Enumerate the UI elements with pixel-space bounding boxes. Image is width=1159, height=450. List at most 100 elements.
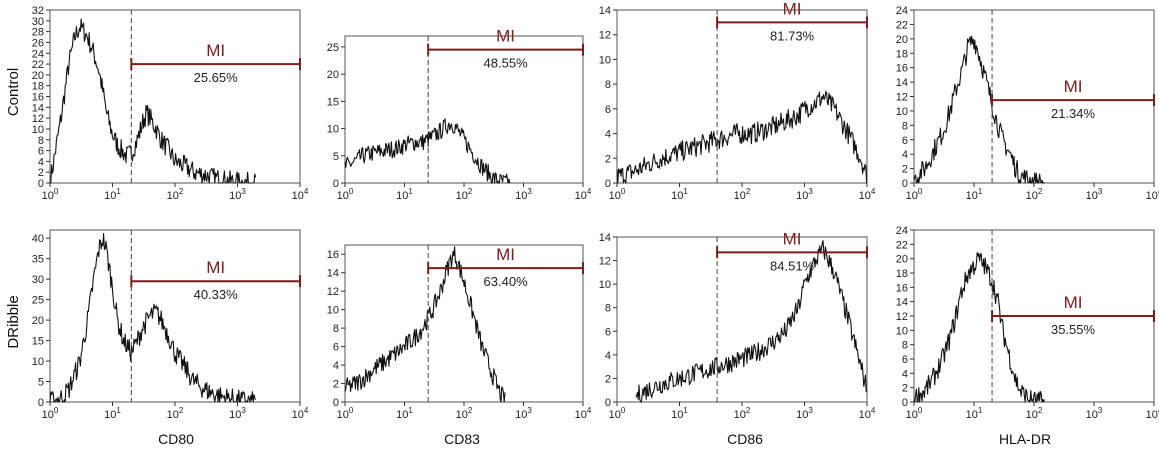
- panel-control-cd86: 0 2 4 6 8 10 12 14 100 101 102 103 104 MI 81.73%: [599, 0, 876, 202]
- y-tick-label: 0: [902, 178, 908, 190]
- column-label-cd80: CD80: [158, 431, 194, 447]
- x-tick-label: 100: [609, 187, 626, 202]
- mi-percent: 63.40%: [484, 274, 529, 289]
- y-tick-label: 0: [902, 397, 908, 409]
- y-tick-label: 12: [896, 311, 908, 323]
- panel-dribble-cd86: 0 2 4 6 8 10 12 14 100 101 102 103 104 MI 84.51%: [599, 229, 876, 421]
- mi-percent: 21.34%: [1051, 106, 1096, 121]
- y-tick-label: 14: [599, 5, 611, 17]
- x-tick-label: 103: [1086, 406, 1103, 421]
- mi-percent: 81.73%: [770, 28, 815, 43]
- mi-percent: 35.55%: [1051, 322, 1096, 337]
- y-tick-label: 10: [599, 279, 611, 291]
- x-tick-label: 102: [1026, 406, 1043, 421]
- mi-label: MI: [1064, 77, 1083, 96]
- y-tick-label: 10: [599, 54, 611, 66]
- y-tick-label: 4: [333, 360, 339, 372]
- mi-label: MI: [783, 0, 802, 18]
- x-tick-label: 101: [396, 187, 413, 202]
- column-label-cd83: CD83: [444, 431, 480, 447]
- y-tick-label: 0: [38, 178, 44, 190]
- y-tick-label: 6: [38, 146, 44, 158]
- plot-frame: [49, 229, 301, 403]
- y-tick-label: 10: [896, 325, 908, 337]
- y-tick-label: 6: [333, 342, 339, 354]
- y-tick-label: 14: [32, 102, 44, 114]
- y-tick-label: 14: [599, 232, 611, 244]
- y-tick-label: 0: [605, 178, 611, 190]
- y-tick-label: 24: [32, 48, 44, 60]
- x-tick-label: 100: [42, 187, 59, 202]
- histogram-trace: [616, 90, 868, 184]
- x-tick-label: 101: [104, 187, 121, 202]
- y-tick-label: 2: [902, 383, 908, 395]
- y-tick-label: 14: [896, 77, 908, 89]
- y-tick-label: 2: [333, 379, 339, 391]
- panel-control-cd83: 0 5 10 15 20 25 100 101 102 103 104 MI 48.55%: [327, 27, 592, 202]
- y-tick-label: 20: [32, 315, 44, 327]
- panel-control-hla-dr: 024681012141618202224100101102103104MI21…: [896, 5, 1159, 202]
- y-tick-label: 10: [327, 124, 339, 136]
- y-tick-label: 5: [333, 151, 339, 163]
- y-tick-label: 28: [32, 27, 44, 39]
- plot-frame: [344, 35, 584, 184]
- y-tick-label: 4: [902, 368, 908, 380]
- mi-label: MI: [496, 245, 515, 264]
- row-label-dribble: DRibble: [5, 295, 22, 348]
- mi-percent: 40.33%: [194, 287, 239, 302]
- y-tick-label: 0: [605, 397, 611, 409]
- y-tick-label: 12: [32, 113, 44, 125]
- x-tick-label: 104: [575, 187, 592, 202]
- y-tick-label: 12: [599, 256, 611, 268]
- x-tick-label: 102: [456, 187, 473, 202]
- y-tick-label: 8: [605, 79, 611, 91]
- x-tick-label: 102: [456, 406, 473, 421]
- y-tick-label: 4: [605, 129, 611, 141]
- x-tick-label: 104: [859, 187, 876, 202]
- x-tick-label: 102: [167, 187, 184, 202]
- x-tick-label: 103: [1086, 187, 1103, 202]
- mi-label: MI: [206, 258, 225, 277]
- y-tick-label: 20: [32, 70, 44, 82]
- panel-dribble-cd83: 0 2 4 6 8 10 12 14 16 100 101 102 103 104 MI 63.40%: [327, 244, 592, 421]
- y-tick-label: 30: [32, 274, 44, 286]
- y-tick-label: 32: [32, 5, 44, 17]
- column-label-hla-dr: HLA-DR: [999, 431, 1051, 447]
- y-tick-label: 16: [32, 92, 44, 104]
- x-tick-label: 103: [515, 187, 532, 202]
- mi-label: MI: [496, 27, 515, 46]
- mi-percent: 48.55%: [484, 56, 529, 71]
- y-tick-label: 20: [327, 69, 339, 81]
- y-tick-label: 2: [605, 373, 611, 385]
- mi-label: MI: [1064, 293, 1083, 312]
- y-tick-label: 14: [327, 268, 339, 280]
- y-tick-label: 0: [333, 178, 339, 190]
- mi-percent: 25.65%: [194, 70, 239, 85]
- x-tick-label: 101: [966, 187, 983, 202]
- x-tick-label: 100: [906, 187, 923, 202]
- y-tick-label: 12: [327, 286, 339, 298]
- x-tick-label: 102: [1026, 187, 1043, 202]
- histogram-trace: [50, 18, 257, 184]
- y-tick-label: 16: [896, 282, 908, 294]
- y-tick-label: 20: [896, 34, 908, 46]
- y-tick-label: 6: [902, 135, 908, 147]
- y-tick-label: 2: [38, 167, 44, 179]
- x-tick-label: 102: [734, 406, 751, 421]
- x-tick-label: 103: [229, 406, 246, 421]
- x-tick-label: 101: [966, 406, 983, 421]
- histogram-trace: [49, 233, 257, 403]
- mi-percent: 84.51%: [770, 258, 815, 273]
- histogram-trace: [635, 240, 867, 403]
- x-tick-label: 103: [796, 187, 813, 202]
- y-tick-label: 15: [32, 336, 44, 348]
- y-tick-label: 2: [605, 153, 611, 165]
- x-tick-label: 104: [859, 406, 876, 421]
- plot-frame: [344, 244, 584, 403]
- y-tick-label: 10: [327, 305, 339, 317]
- y-tick-label: 4: [38, 156, 44, 168]
- x-tick-label: 103: [229, 187, 246, 202]
- y-tick-label: 14: [896, 297, 908, 309]
